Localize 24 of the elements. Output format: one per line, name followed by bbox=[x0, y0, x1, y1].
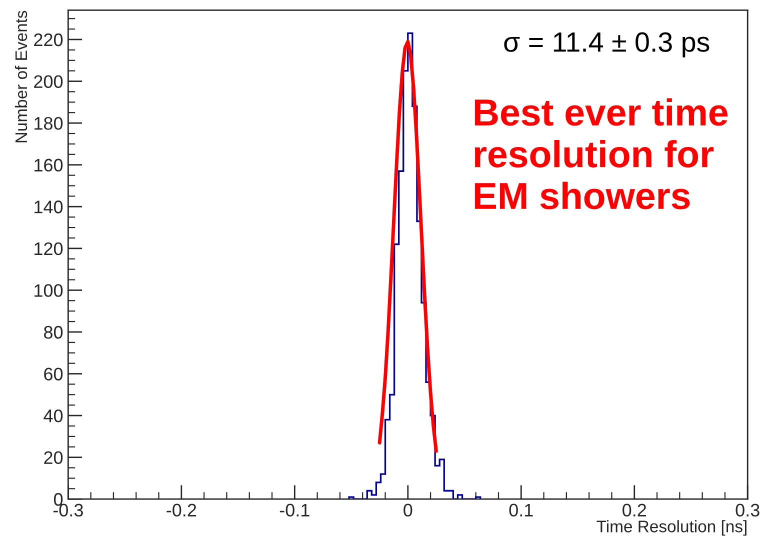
y-tick-label: 120 bbox=[34, 242, 63, 256]
annotation: Best ever time resolution for EM showers bbox=[474, 98, 728, 210]
y-axis-title: Number of Events bbox=[14, 10, 28, 142]
line-series bbox=[378, 40, 438, 453]
y-tick-label: 180 bbox=[34, 116, 63, 130]
x-tick-label: 0.3 bbox=[736, 504, 760, 517]
y-tick-label: 20 bbox=[44, 451, 63, 464]
y-tick-label: 80 bbox=[44, 326, 63, 339]
y-tick-label: 160 bbox=[34, 158, 63, 172]
y-tick-label: 0 bbox=[54, 493, 63, 506]
x-tick-label: 0.1 bbox=[509, 504, 533, 517]
x-tick-label: -0.3 bbox=[53, 504, 83, 517]
x-axis-title: Time Resolution [ns] bbox=[596, 520, 746, 536]
y-tick-label: 200 bbox=[34, 75, 63, 88]
y-tick-label: 40 bbox=[44, 409, 63, 422]
y-tick-label: 100 bbox=[34, 284, 63, 297]
y-tick-label: 60 bbox=[44, 368, 63, 380]
x-tick-label: 0.2 bbox=[622, 504, 646, 517]
x-tick-label: 0 bbox=[404, 504, 412, 517]
y-tick-label: 140 bbox=[34, 200, 63, 214]
annotation: σ = 11.4 ± 0.3 ps bbox=[504, 32, 710, 58]
x-tick-label: -0.1 bbox=[280, 504, 310, 517]
y-tick-label: 220 bbox=[34, 33, 63, 46]
x-tick-label: -0.2 bbox=[166, 504, 196, 517]
